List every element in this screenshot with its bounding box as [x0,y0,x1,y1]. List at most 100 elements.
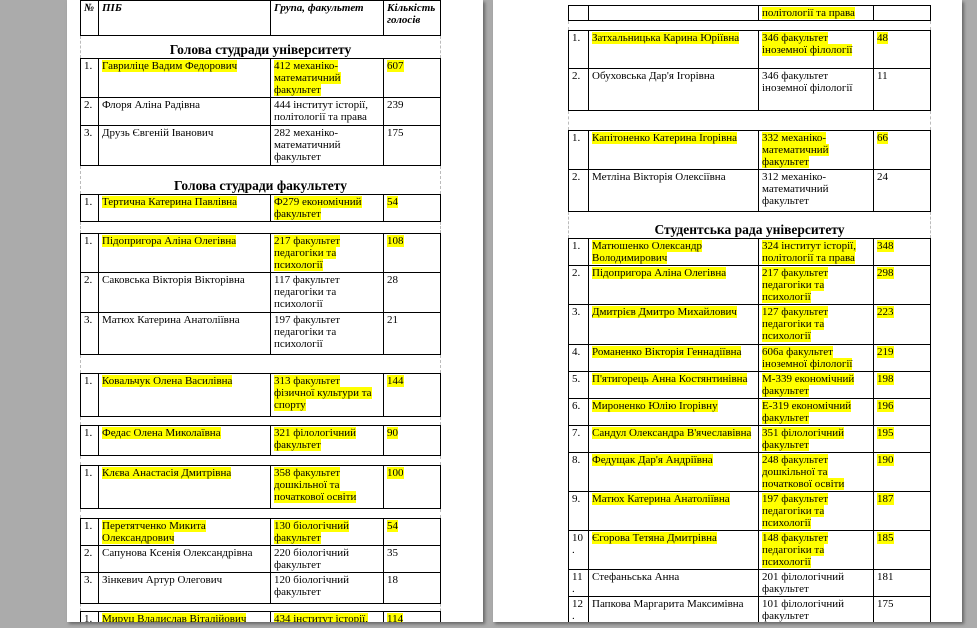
blank-row [80,221,441,234]
cell-text: 1. [84,60,93,72]
cell: Стефаньська Анна [588,569,759,597]
cell: 607 [383,58,441,98]
heading-cell: Студентська рада університету [568,211,931,239]
cell-text: 1. [84,196,93,208]
cell: 144 [383,373,441,417]
blank-cell [80,603,441,612]
cell: 444 інститут історії, політології та пра… [270,97,384,126]
cell: 3. [80,572,99,604]
cell: 196 [873,398,931,426]
votes-table: № ПІБ Група, факультет Кількість голосів Гол… [80,0,441,622]
cell-text: Матюх Катерина Анатоліївна [592,493,730,505]
votes-table: політології та права 1. Затхальницька Кари… [568,5,931,622]
cell-text: 197 факультет педагогіки та психології [274,314,341,350]
cell: 35 [383,545,441,573]
cell-text: 9. [572,493,581,505]
cell-text: 346 факультет іноземної філології [762,32,853,56]
cell: 11 [873,68,931,111]
cell-text: Єгорова Тетяна Дмитрівна [592,532,717,544]
cell-text: Флоря Аліна Радівна [102,99,201,111]
cell-text: 90 [387,427,398,439]
cell: 434 інститут історії, [270,611,384,622]
cell-text: 351 філологічний факультет [762,427,845,451]
table-row: 2. Сапунова Ксенія Олександрівна 220 біоло… [80,545,441,573]
blank-cell [80,455,441,466]
table-row: 1. Мируц Владислав Віталійович 434 інститу… [80,611,441,622]
table-row: політології та права [568,5,931,21]
page: політології та права 1. Затхальницька Кари… [493,0,962,622]
cell: 248 факультет дошкільної та початкової о… [758,452,874,492]
cell-text: Мироненко Юлію Ігорівну [592,400,718,412]
cell-text: Клєва Анастасія Дмитрівна [102,467,232,479]
section-heading: Голова студради університету [80,35,441,59]
cell-text: політології та права [762,7,855,19]
cell-text: Сапунова Ксенія Олександрівна [102,547,253,559]
cell: 3. [80,125,99,166]
cell: 1. [568,130,589,170]
cell-text: Стефаньська Анна [592,571,680,583]
cell-text: Група, факультет [274,2,364,14]
blank-cell [80,508,441,519]
header-cell: Група, факультет [270,0,384,36]
table-row: 8. Федущак Дар'я Андріївна 248 факультет д… [568,452,931,492]
cell: 1. [80,233,99,273]
cell-text: 3. [84,127,93,139]
cell-text: 3. [572,306,581,318]
table-row: 1. Гавриліце Вадим Федорович 412 механіко-… [80,58,441,98]
cell-text: Ковальчук Олена Василівна [102,375,233,387]
cell: 127 факультет педагогіки та психології [758,304,874,345]
cell-text: Е-319 економічний факультет [762,400,852,424]
table-row: 6. Мироненко Юлію Ігорівну Е-319 економічн… [568,398,931,426]
cell: Сандул Олександра В'ячеславівна [588,425,759,453]
cell-text: 1. [84,375,93,387]
cell-text: Перетятченко Микита Олександрович [102,520,206,544]
cell-text: Мируц Владислав Віталійович [102,613,247,622]
cell-text: Федас Олена Миколаївна [102,427,221,439]
cell-text: Підопригора Аліна Олегівна [102,235,237,247]
table-row: 1. Затхальницька Карина Юріївна 346 факуль… [568,30,931,69]
blank-row [568,110,931,131]
cell-text: 219 [877,346,894,358]
cell-text: 11 [877,70,888,82]
cell-text: 148 факультет педагогіки та психології [762,532,829,568]
cell: 114 [383,611,441,622]
cell-text: 217 факультет педагогіки та психології [762,267,829,303]
cell-text: 5. [572,373,581,385]
cell-text: 181 [877,571,894,583]
cell-text: Зінкевич Артур Олегович [102,574,223,586]
cell: Зінкевич Артур Олегович [98,572,271,604]
cell: Флоря Аліна Радівна [98,97,271,126]
cell: 1. [80,518,99,546]
blank-cell [80,221,441,234]
cell: Сапунова Ксенія Олександрівна [98,545,271,573]
cell-text: № [84,2,95,14]
heading-cell: Голова студради університету [80,35,441,59]
cell: 5. [568,371,589,399]
cell: 108 [383,233,441,273]
cell: Саковська Вікторія Вікторівна [98,272,271,313]
table-row: 1. Ковальчук Олена Василівна 313 факультет… [80,373,441,417]
blank-cell [80,354,441,374]
cell: 11. [568,569,589,597]
cell-text: 321 філологічний факультет [274,427,357,451]
blank-row [80,416,441,426]
cell: 1. [80,465,99,509]
cell: 175 [873,596,931,622]
cell: 130 біологічний факультет [270,518,384,546]
cell-text: 114 [387,613,404,622]
cell: 1. [80,425,99,456]
cell: Матюшенко Олександр Володимирович [588,238,759,266]
cell-text: Папкова Маргарита Максимівна [592,598,744,610]
cell-text: 117 факультет педагогіки та психології [274,274,340,310]
cell: 346 факультет іноземної філології [758,68,874,111]
blank-row [80,455,441,466]
cell: 21 [383,312,441,355]
cell: 24 [873,169,931,212]
cell: П'ятигорець Анна Костянтинівна [588,371,759,399]
cell: 66 [873,130,931,170]
cell-text: 606а факультет іноземної філології [762,346,853,370]
cell: 1. [568,30,589,69]
cell-text: 196 [877,400,894,412]
cell: 148 факультет педагогіки та психології [758,530,874,570]
cell: Матюх Катерина Анатоліївна [98,312,271,355]
